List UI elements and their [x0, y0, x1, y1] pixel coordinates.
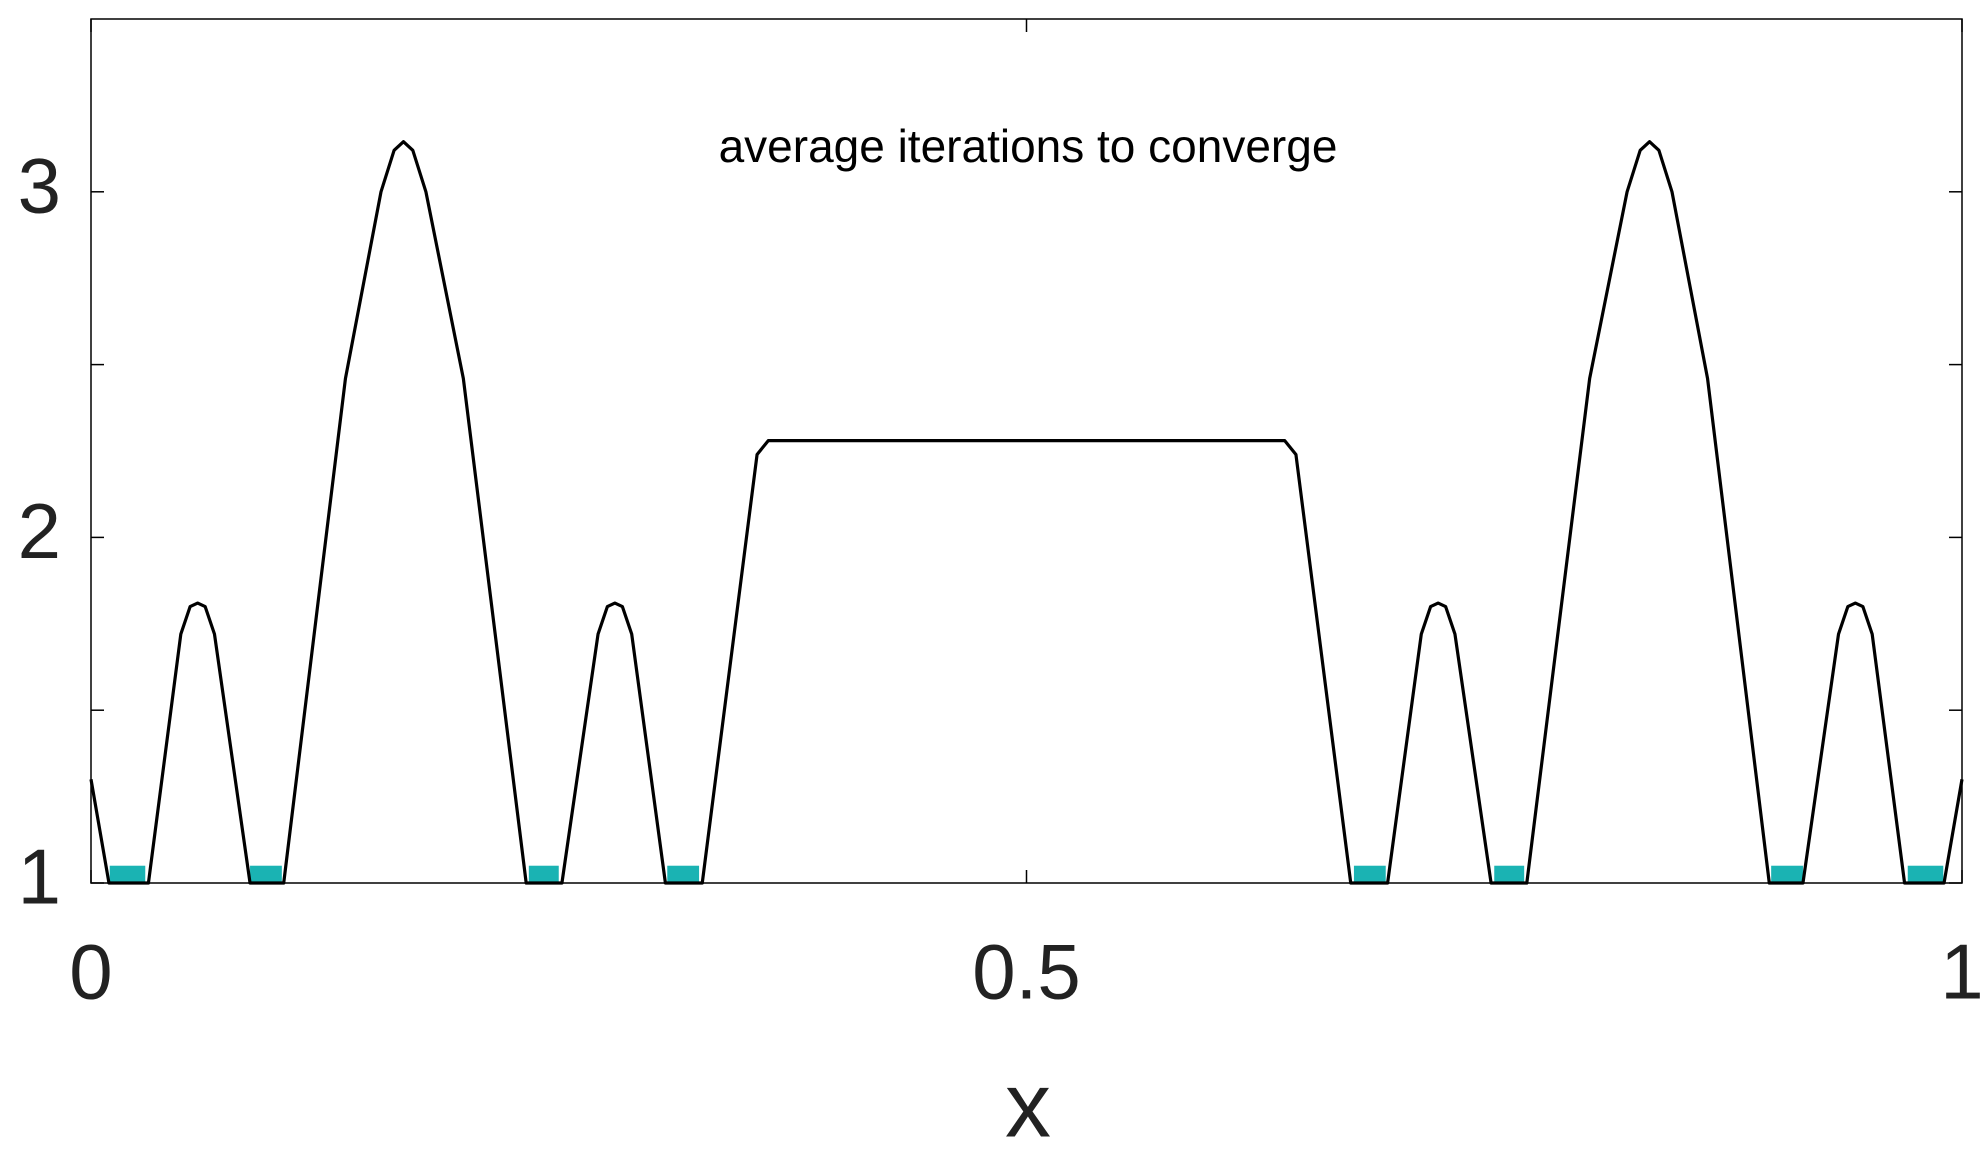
series-line [89, 140, 1964, 885]
converge-band [1494, 865, 1525, 883]
x-tick-label: 1 [1940, 928, 1983, 1016]
converge-band [250, 865, 282, 883]
converge-band [1771, 865, 1803, 883]
x-tick-label: 0 [69, 928, 112, 1016]
x-axis-label: x [1005, 1054, 1051, 1152]
converge-band [109, 865, 146, 883]
converge-band [1353, 865, 1386, 883]
y-tick-label: 3 [18, 141, 61, 229]
y-tick-label: 2 [18, 487, 61, 575]
y-tick-label: 1 [18, 833, 61, 921]
converge-band [1907, 865, 1944, 883]
converge-band [667, 865, 700, 883]
annotation: average iterations to converge [719, 120, 1338, 172]
x-tick-label: 0.5 [972, 928, 1080, 1016]
converge-band [528, 865, 559, 883]
